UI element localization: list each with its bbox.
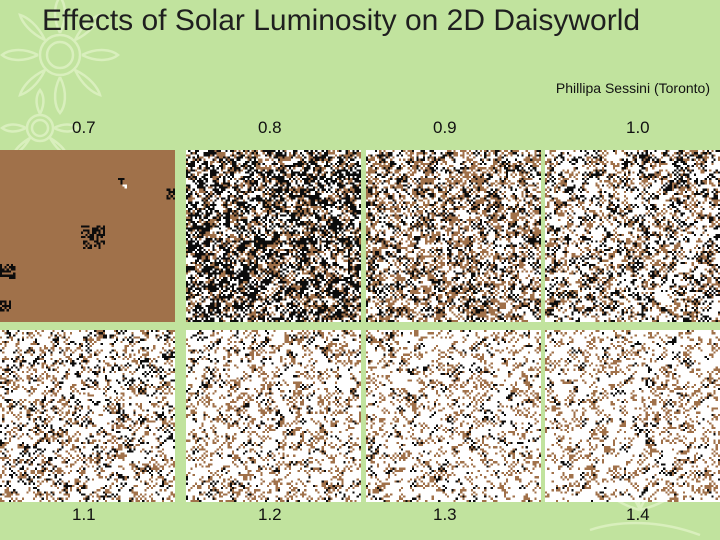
- daisyworld-grid: [0, 330, 175, 502]
- luminosity-label: 0.9: [433, 118, 457, 137]
- luminosity-label: 1.1: [72, 505, 96, 524]
- luminosity-label: 1.3: [433, 505, 457, 524]
- luminosity-label: 0.8: [258, 118, 282, 137]
- daisyworld-grid: [0, 150, 175, 322]
- luminosity-label: 0.7: [72, 118, 96, 137]
- luminosity-label: 1.4: [626, 505, 650, 524]
- daisyworld-grid: [545, 330, 720, 502]
- daisyworld-grid: [186, 330, 361, 502]
- luminosity-label: 1.2: [258, 505, 282, 524]
- author-credit: Phillipa Sessini (Toronto): [555, 80, 710, 96]
- daisyworld-grid: [545, 150, 720, 322]
- daisyworld-grid: [366, 150, 541, 322]
- luminosity-label: 1.0: [626, 118, 650, 137]
- daisyworld-grid: [186, 150, 361, 322]
- slide-title: Effects of Solar Luminosity on 2D Daisyw…: [42, 4, 641, 37]
- daisyworld-grid: [366, 330, 541, 502]
